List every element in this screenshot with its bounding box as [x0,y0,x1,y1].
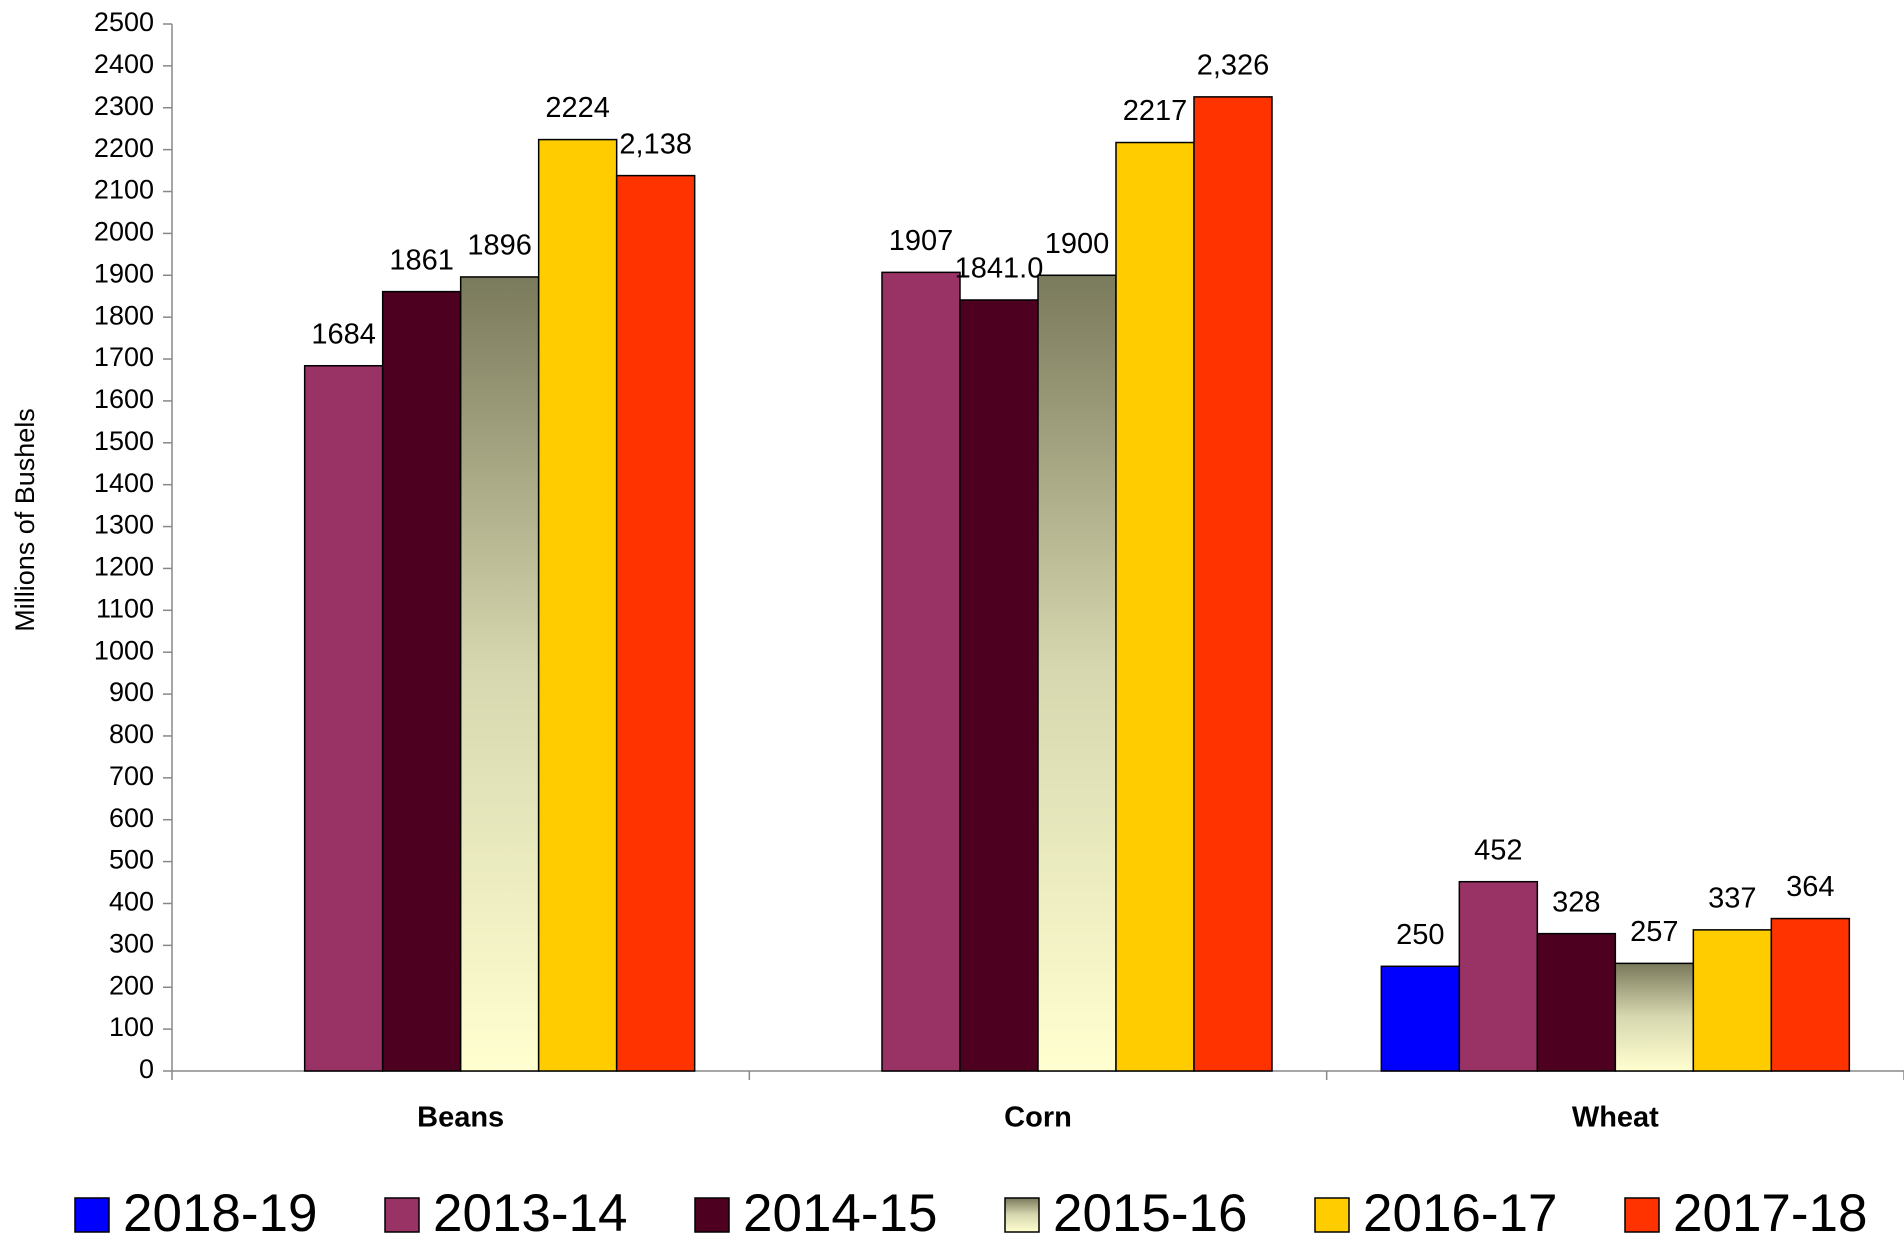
bar [959,299,1039,1072]
legend-swatch [384,1197,420,1233]
y-tick-label: 2300 [94,91,154,121]
bar [1380,965,1461,1072]
value-label: 1900 [1045,228,1110,260]
y-tick-label: 2400 [94,49,154,79]
x-tick-label: Corn [1004,1102,1072,1134]
bar [881,271,961,1072]
bar [615,174,696,1072]
y-tick-label: 200 [109,970,154,1000]
y-tick-label: 2500 [94,7,154,37]
value-label: 328 [1552,886,1600,918]
y-tick-label: 400 [109,887,154,917]
y-tick-label: 300 [109,928,154,958]
y-tick-label: 1500 [94,426,154,456]
bar [1536,932,1617,1072]
value-label: 2,326 [1197,50,1270,82]
legend-label: 2017-18 [1673,1184,1868,1241]
y-tick-label: 1600 [94,384,154,414]
y-tick-label: 100 [109,1012,154,1042]
legend-label: 2018-19 [123,1184,318,1241]
value-label: 2,138 [619,128,692,160]
y-tick-label: 2100 [94,175,154,205]
legend-label: 2016-17 [1363,1184,1558,1241]
y-tick-label: 1900 [94,258,154,288]
y-axis-title: Millions of Bushels [10,408,40,632]
value-label: 452 [1474,834,1522,866]
y-tick-label: 500 [109,845,154,875]
y-tick-label: 900 [109,677,154,707]
value-label: 1841.0 [955,253,1044,285]
legend-swatch [74,1197,110,1233]
bar [1115,141,1195,1072]
bar [537,138,618,1072]
x-tick-label: Wheat [1572,1102,1659,1134]
value-label: 2224 [545,92,610,124]
value-label: 337 [1708,883,1756,915]
legend-swatch [694,1197,730,1233]
legend-swatch [1624,1197,1660,1233]
value-label: 1861 [389,244,454,276]
bar [381,290,462,1072]
value-label: 250 [1396,919,1444,951]
bar [1037,274,1117,1072]
value-label: 1896 [467,230,532,262]
y-tick-label: 1700 [94,342,154,372]
bar [459,276,540,1072]
bar [303,364,384,1072]
y-tick-label: 1100 [96,593,154,623]
y-tick-label: 700 [109,761,154,791]
y-tick-label: 800 [109,719,154,749]
x-tick-label: Beans [417,1102,504,1134]
legend-label: 2014-15 [743,1184,938,1241]
legend-swatch [1314,1197,1350,1233]
y-tick-label: 1400 [94,468,154,498]
y-tick-label: 1200 [94,552,154,582]
bar [1614,962,1695,1072]
y-tick-label: 2200 [94,133,154,163]
y-tick-label: 1000 [94,635,154,665]
value-label: 2217 [1123,95,1188,127]
bar [1770,917,1851,1072]
legend-label: 2015-16 [1053,1184,1248,1241]
y-tick-label: 0 [139,1054,154,1084]
value-label: 1684 [311,318,376,350]
legend-label: 2013-14 [433,1184,628,1241]
value-label: 1907 [889,225,954,257]
value-label: 257 [1630,916,1678,948]
y-tick-label: 1300 [94,510,154,540]
y-tick-label: 2000 [94,217,154,247]
bar [1692,929,1773,1072]
y-tick-label: 1800 [94,300,154,330]
y-tick-label: 600 [109,803,154,833]
legend-swatch [1004,1197,1040,1233]
bar [1193,96,1273,1072]
bar [1458,880,1539,1072]
value-label: 364 [1786,871,1834,903]
